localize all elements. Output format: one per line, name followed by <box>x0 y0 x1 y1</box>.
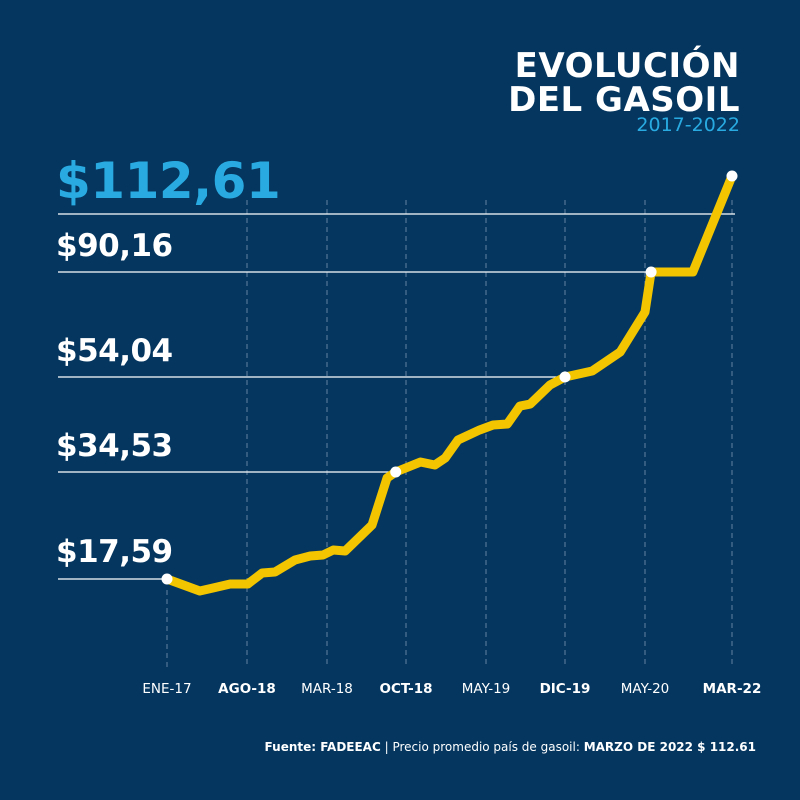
title-line-1: EVOLUCIÓN <box>514 46 740 86</box>
marker-3 <box>645 266 657 278</box>
subtitle: 2017-2022 <box>636 114 740 136</box>
x-tick-label: MAY-20 <box>620 681 670 697</box>
x-tick-label: MAR-18 <box>301 681 353 697</box>
x-tick-label: ENE-17 <box>142 681 192 697</box>
level-label-112: $112,61 <box>56 152 281 210</box>
price-line <box>162 171 737 596</box>
x-tick-label: MAY-19 <box>461 681 511 697</box>
footer-text: Precio promedio país de gasoil: <box>392 740 584 754</box>
footer-source: Fuente: FADEEAC | Precio promedio país d… <box>265 740 756 754</box>
marker-2 <box>559 371 571 383</box>
x-tick-label: AGO-18 <box>218 681 276 697</box>
level-label-90: $90,16 <box>56 228 173 264</box>
footer-separator: | <box>380 740 393 754</box>
level-label-34: $34,53 <box>56 428 173 464</box>
marker-1 <box>390 466 402 478</box>
title-line-2: DEL GASOIL <box>508 80 740 120</box>
footer-source-label: Fuente: FADEEAC <box>264 740 381 754</box>
x-tick-label: DIC-19 <box>539 681 591 697</box>
footer-highlight: MARZO DE 2022 $ 112.61 <box>583 740 756 754</box>
marker-4 <box>726 170 738 182</box>
level-label-54: $54,04 <box>56 333 173 369</box>
x-tick-label: MAR-22 <box>702 681 762 697</box>
x-tick-label: OCT-18 <box>379 681 433 697</box>
level-label-17: $17,59 <box>56 534 173 570</box>
marker-0 <box>161 573 173 585</box>
